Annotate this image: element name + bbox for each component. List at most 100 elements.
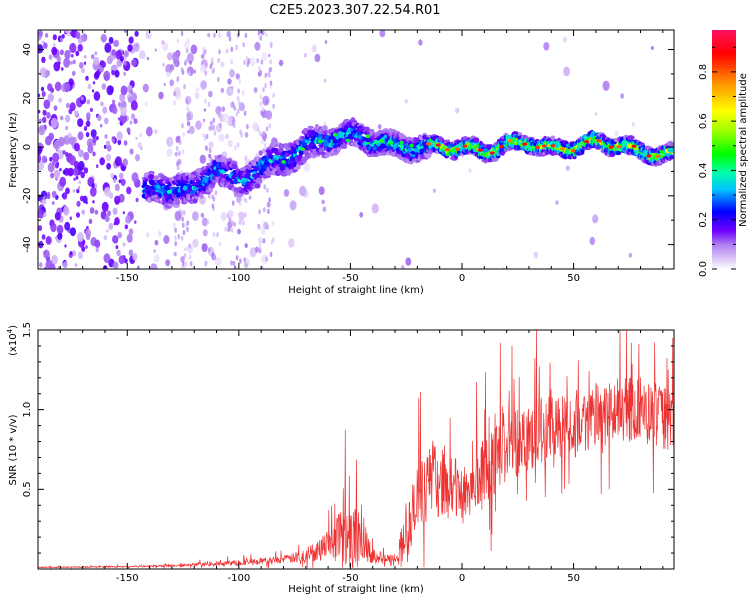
spectrogram-cell: [101, 201, 109, 212]
spectrogram-cell: [265, 170, 272, 177]
snr-y-tick-label: 0.5: [22, 481, 33, 497]
spectrogram-cell: [188, 125, 195, 135]
spectrogram-cell: [40, 190, 48, 201]
spectrogram-cell: [218, 106, 221, 112]
spectrogram-cell: [222, 113, 230, 123]
spectrogram-x-label: Height of straight line (km): [288, 285, 424, 296]
spectrogram-cell: [42, 116, 47, 124]
spectrogram-y-tick-label: -20: [22, 188, 33, 204]
spectrogram-cell: [97, 114, 102, 122]
spectrogram-cell: [620, 93, 625, 99]
spectrogram-cell: [258, 248, 262, 254]
spectrogram-cell: [244, 132, 248, 138]
spectrogram-cell: [225, 133, 230, 140]
spectrogram-cell: [211, 252, 214, 258]
spectrogram-cell: [67, 167, 74, 177]
spectrogram-cell: [174, 241, 177, 247]
spectrogram-cell: [262, 238, 266, 244]
spectrogram-cell: [205, 133, 209, 140]
spectrogram-cell: [235, 111, 239, 117]
spectrogram-cell: [242, 42, 245, 48]
spectrogram-cell: [321, 199, 325, 205]
spectrogram-cell: [405, 257, 412, 266]
spectrogram-cell: [236, 96, 240, 102]
spectrogram-cell: [243, 257, 247, 263]
spectrogram-cell: [46, 112, 51, 119]
spectrogram-cell: [379, 30, 386, 38]
spectrogram-cell: [256, 127, 260, 133]
spectrogram-y-tick-label: 20: [22, 92, 33, 105]
spectrogram-cell: [186, 52, 194, 64]
spectrogram-cell: [216, 232, 219, 238]
spectrogram-cell: [96, 136, 99, 140]
colorbar-tick-label: 0.6: [698, 113, 709, 129]
spectrogram-cell: [261, 139, 264, 145]
snr-x-tick-label: 50: [567, 573, 580, 584]
spectrogram-cell: [108, 36, 114, 44]
spectrogram-cell: [533, 251, 539, 259]
spectrogram-cell: [41, 234, 46, 240]
spectrogram-cell: [94, 209, 99, 215]
spectrogram-cell: [212, 232, 216, 238]
spectrogram-x-tick-label: -150: [116, 273, 139, 284]
spectrogram-cell: [227, 227, 231, 232]
spectrogram-cell: [264, 73, 267, 79]
spectrogram-cell: [126, 233, 133, 243]
spectrogram-cell: [106, 162, 111, 170]
spectrogram-cell: [404, 99, 408, 104]
spectrogram-cell: [246, 124, 249, 130]
spectrogram-cell: [72, 189, 76, 193]
spectrogram-cell: [181, 123, 184, 129]
spectrogram-cell: [166, 148, 173, 157]
spectrogram-cell: [65, 102, 70, 109]
spectrogram-cell: [127, 96, 133, 103]
spectrogram-cell: [255, 152, 259, 158]
spectrogram-cell: [80, 96, 84, 101]
spectrogram-cell: [120, 106, 127, 117]
spectrogram-cell: [230, 260, 233, 266]
spectrogram-cell: [214, 190, 218, 196]
spectrogram-cell: [203, 135, 207, 141]
spectrogram-cell: [213, 32, 216, 38]
spectrogram-cell: [67, 30, 72, 37]
spectrogram-cell: [92, 89, 95, 93]
spectrogram-cell: [189, 60, 192, 65]
spectrogram-peak: [608, 145, 614, 149]
spectrogram-peak: [646, 154, 652, 158]
spectrogram-cell: [186, 68, 190, 74]
spectrogram-cell: [80, 171, 85, 179]
spectrogram-cell: [53, 140, 60, 150]
spectrogram-cell: [257, 30, 261, 36]
spectrogram-cell: [183, 265, 186, 269]
spectrogram-cell: [173, 91, 176, 97]
spectrogram-cell: [177, 135, 181, 141]
spectrogram-cell: [92, 151, 96, 157]
spectrogram-cell: [263, 207, 266, 213]
spectrogram-cell: [43, 99, 51, 109]
spectrogram-cell: [229, 69, 235, 78]
spectrogram-cell: [106, 229, 109, 233]
spectrogram-cell: [41, 56, 46, 63]
spectrogram-cell: [72, 70, 76, 76]
spectrogram-cell: [129, 120, 133, 125]
spectrogram-cell: [103, 235, 108, 241]
spectrogram-cell: [124, 258, 128, 264]
spectrogram-cell: [178, 139, 182, 145]
spectrogram-cell: [38, 93, 41, 97]
spectrogram-cell: [101, 83, 107, 90]
spectrogram-cell: [173, 59, 176, 65]
spectrogram-cell: [67, 132, 72, 138]
spectrogram-peak: [499, 145, 504, 149]
spectrogram-cell: [218, 32, 221, 39]
spectrogram-cell: [50, 172, 55, 179]
spectrogram-cell: [104, 134, 108, 139]
spectrogram-cell: [243, 262, 247, 268]
spectrogram-cell: [230, 88, 233, 94]
spectrogram-cell: [200, 212, 205, 218]
spectrogram-cell: [234, 145, 237, 151]
spectrogram-cell: [190, 115, 193, 121]
spectrogram-cell: [200, 64, 206, 73]
spectrogram-cell: [112, 99, 116, 105]
spectrogram-peak: [455, 147, 460, 151]
spectrogram-cell: [269, 85, 272, 89]
